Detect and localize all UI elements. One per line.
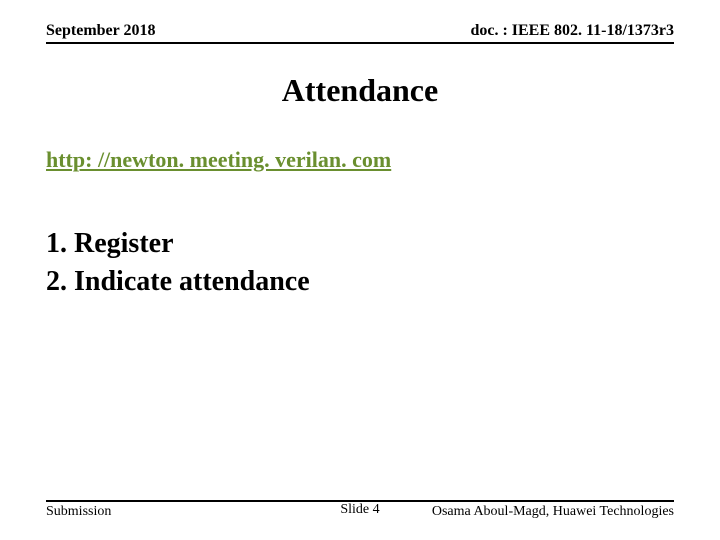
- header: September 2018 doc. : IEEE 802. 11-18/13…: [46, 22, 674, 44]
- attendance-link[interactable]: http: //newton. meeting. verilan. com: [46, 147, 674, 173]
- footer-center: Slide 4: [46, 502, 674, 518]
- step-1: 1. Register: [46, 225, 674, 263]
- steps-block: 1. Register 2. Indicate attendance: [46, 225, 674, 301]
- header-date: September 2018: [46, 22, 155, 40]
- slide: September 2018 doc. : IEEE 802. 11-18/13…: [0, 0, 720, 540]
- footer: Submission Osama Aboul-Magd, Huawei Tech…: [46, 500, 674, 520]
- step-2: 2. Indicate attendance: [46, 263, 674, 301]
- slide-title: Attendance: [46, 72, 674, 109]
- header-docref: doc. : IEEE 802. 11-18/1373r3: [470, 22, 674, 40]
